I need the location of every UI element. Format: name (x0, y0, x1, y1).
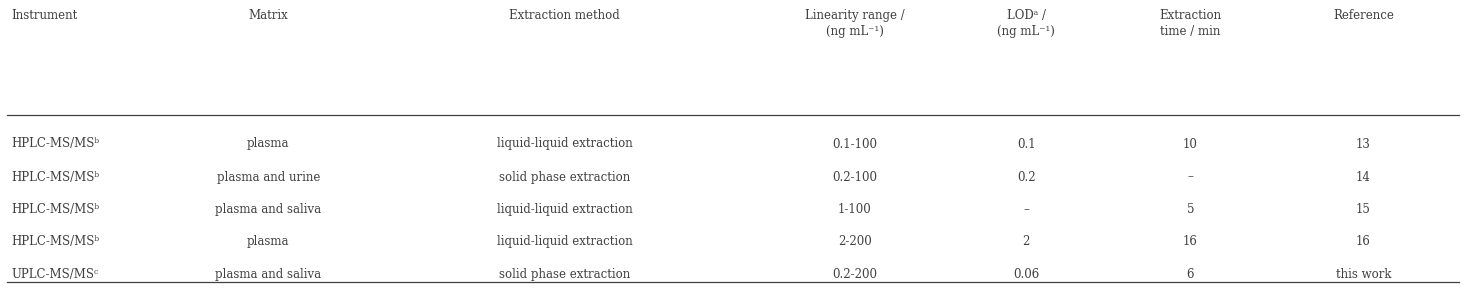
Text: liquid-liquid extraction: liquid-liquid extraction (497, 203, 632, 216)
Text: 0.1: 0.1 (1017, 137, 1035, 151)
Text: plasma and saliva: plasma and saliva (216, 268, 321, 281)
Text: 0.2-200: 0.2-200 (833, 268, 877, 281)
Text: Matrix: Matrix (248, 9, 289, 22)
Text: Extraction
time / min: Extraction time / min (1160, 9, 1221, 38)
Text: Reference: Reference (1333, 9, 1394, 22)
Text: 13: 13 (1356, 137, 1371, 151)
Text: 0.06: 0.06 (1013, 268, 1039, 281)
Text: HPLC-MS/MSᵇ: HPLC-MS/MSᵇ (12, 235, 100, 249)
Text: LODᵃ /
(ng mL⁻¹): LODᵃ / (ng mL⁻¹) (997, 9, 1056, 38)
Text: –: – (1023, 203, 1029, 216)
Text: 0.2-100: 0.2-100 (833, 170, 877, 184)
Text: Extraction method: Extraction method (509, 9, 620, 22)
Text: HPLC-MS/MSᵇ: HPLC-MS/MSᵇ (12, 170, 100, 184)
Text: 0.1-100: 0.1-100 (833, 137, 877, 151)
Text: 10: 10 (1183, 137, 1198, 151)
Text: 16: 16 (1356, 235, 1371, 249)
Text: 5: 5 (1186, 203, 1195, 216)
Text: plasma: plasma (248, 235, 289, 249)
Text: liquid-liquid extraction: liquid-liquid extraction (497, 235, 632, 249)
Text: 15: 15 (1356, 203, 1371, 216)
Text: 0.2: 0.2 (1017, 170, 1035, 184)
Text: solid phase extraction: solid phase extraction (498, 268, 630, 281)
Text: HPLC-MS/MSᵇ: HPLC-MS/MSᵇ (12, 137, 100, 151)
Text: 16: 16 (1183, 235, 1198, 249)
Text: plasma and urine: plasma and urine (217, 170, 320, 184)
Text: this work: this work (1336, 268, 1391, 281)
Text: solid phase extraction: solid phase extraction (498, 170, 630, 184)
Text: 2-200: 2-200 (837, 235, 872, 249)
Text: plasma: plasma (248, 137, 289, 151)
Text: UPLC-MS/MSᶜ: UPLC-MS/MSᶜ (12, 268, 98, 281)
Text: 1-100: 1-100 (837, 203, 872, 216)
Text: HPLC-MS/MSᵇ: HPLC-MS/MSᵇ (12, 203, 100, 216)
Text: 2: 2 (1022, 235, 1031, 249)
Text: 14: 14 (1356, 170, 1371, 184)
Text: –: – (1187, 170, 1193, 184)
Text: Linearity range /
(ng mL⁻¹): Linearity range / (ng mL⁻¹) (805, 9, 905, 38)
Text: liquid-liquid extraction: liquid-liquid extraction (497, 137, 632, 151)
Text: 6: 6 (1186, 268, 1195, 281)
Text: plasma and saliva: plasma and saliva (216, 203, 321, 216)
Text: Instrument: Instrument (12, 9, 78, 22)
